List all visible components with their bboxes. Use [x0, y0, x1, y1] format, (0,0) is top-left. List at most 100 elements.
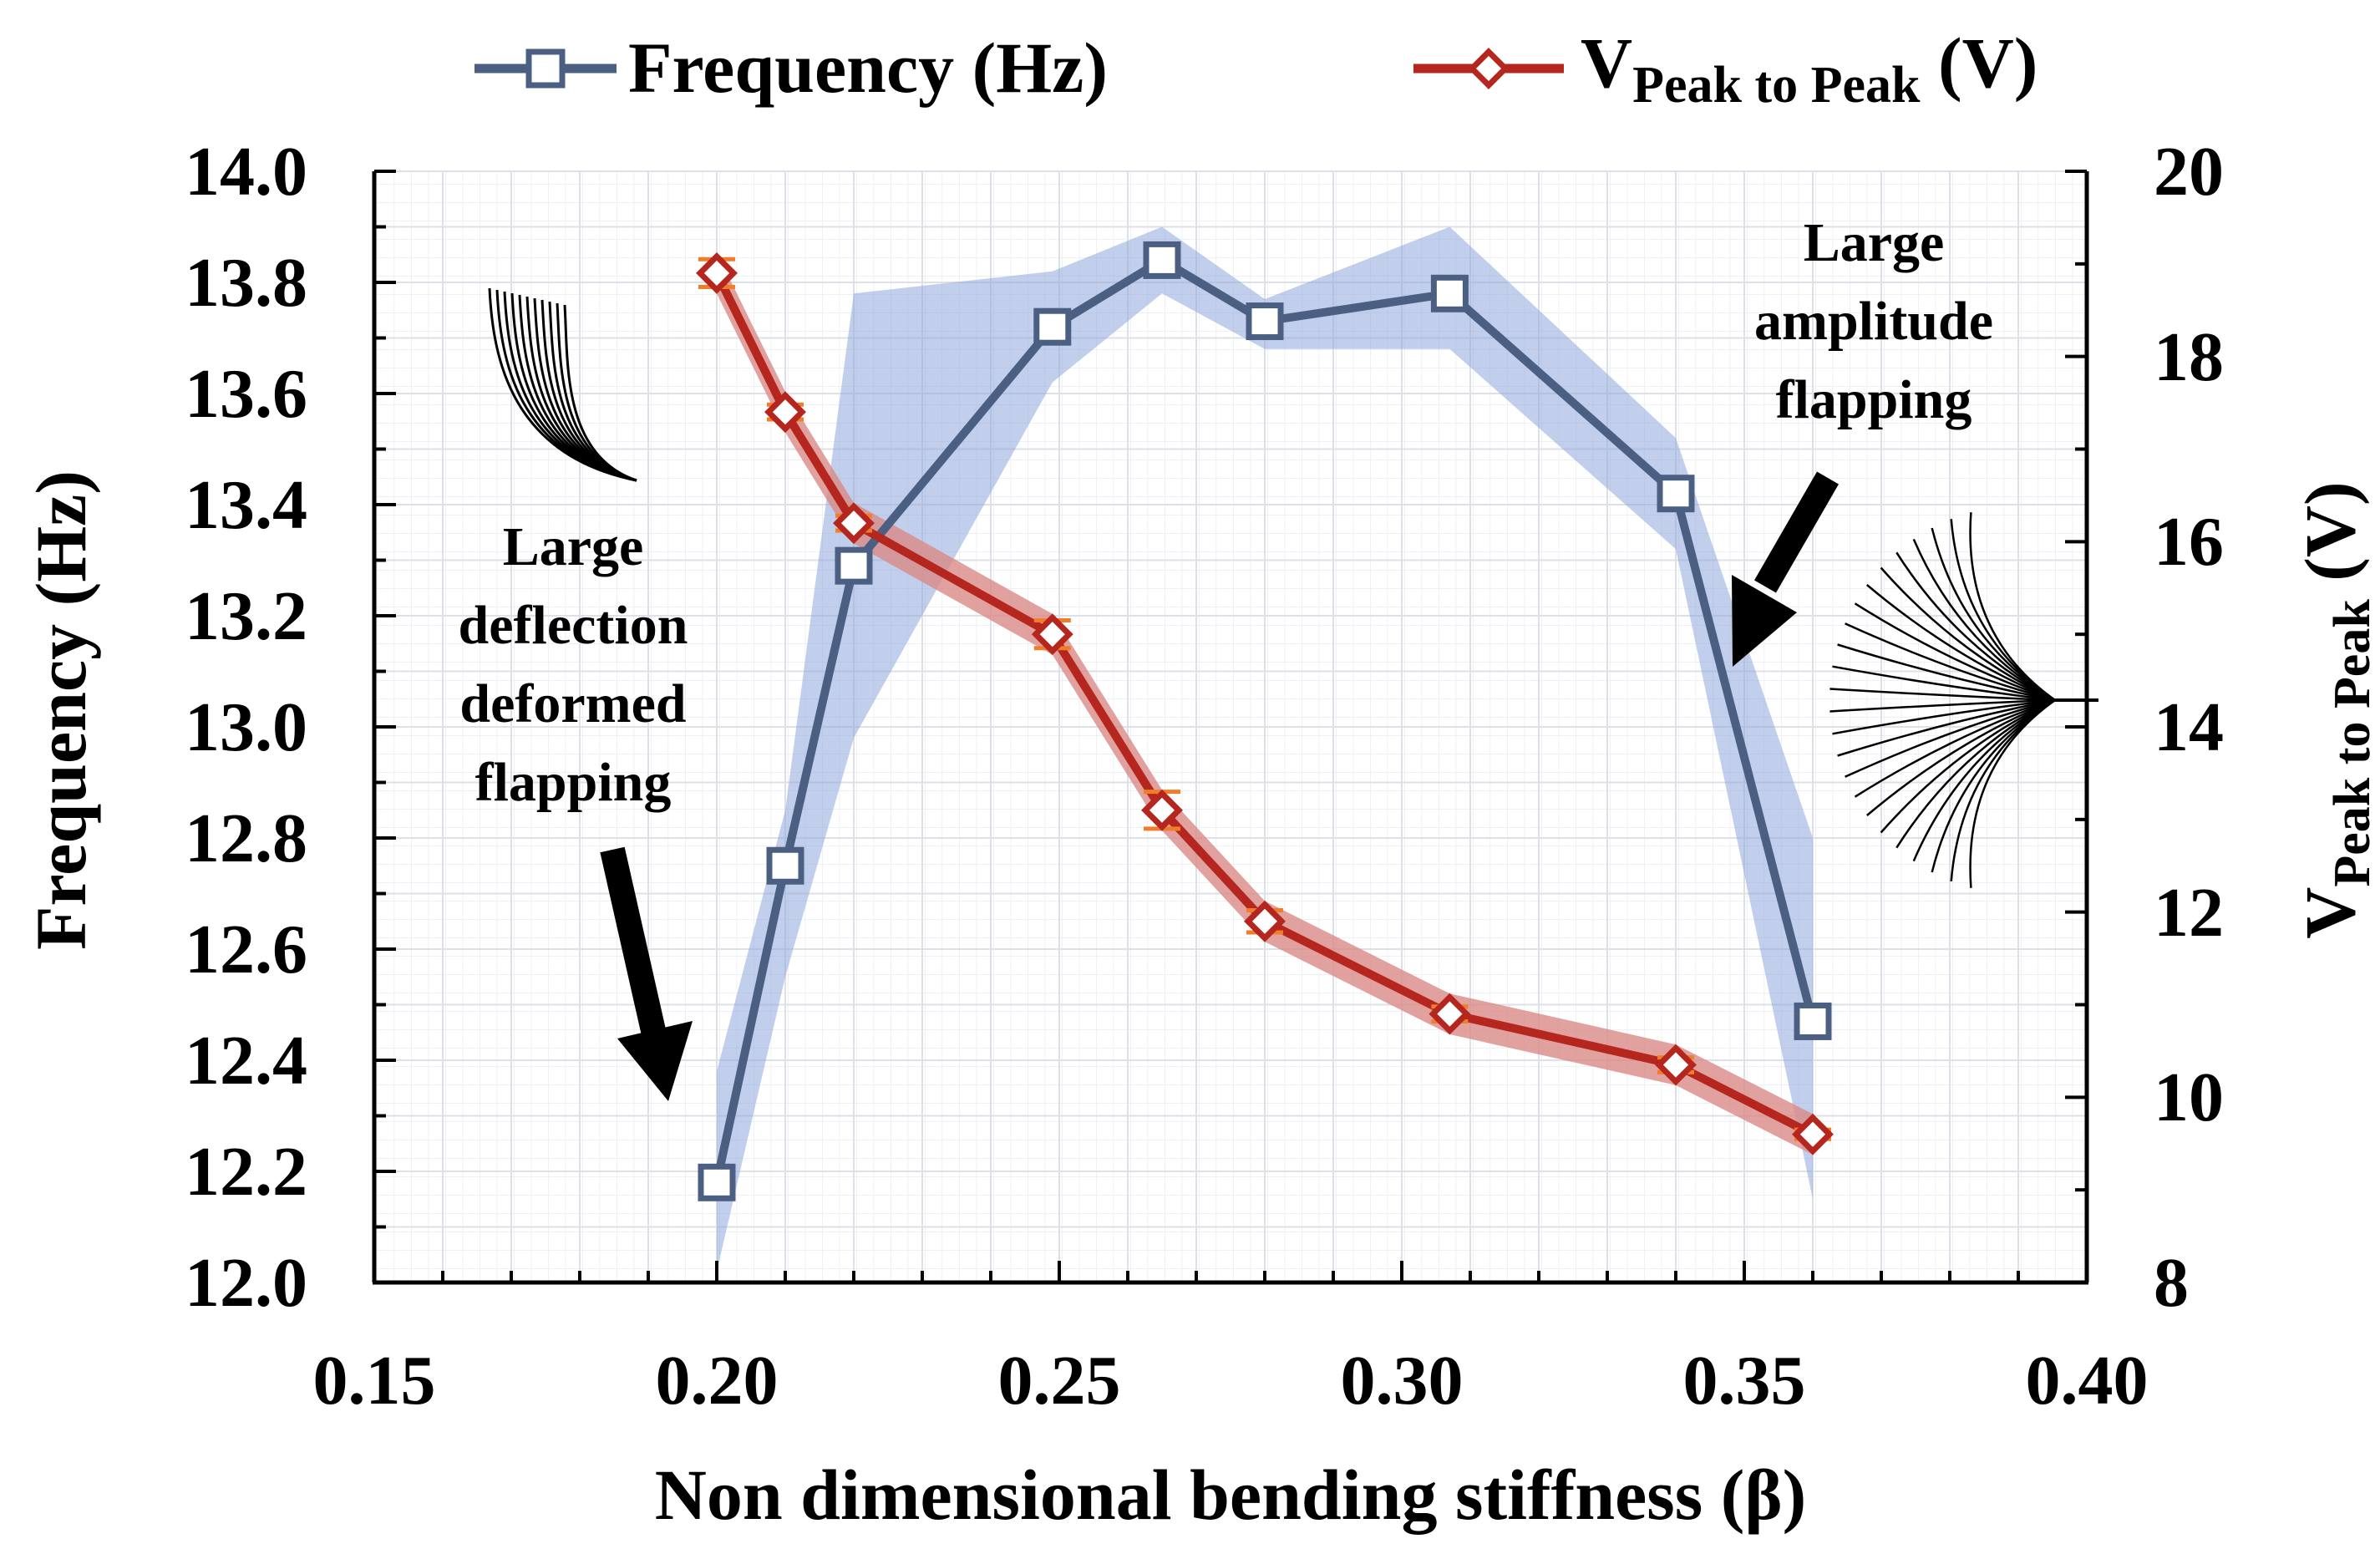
voltage-marker [764, 391, 806, 434]
flapping-strand [1829, 698, 2056, 713]
voltage-marker [1244, 900, 1286, 942]
y-right-axis-title: VPeak to Peak (V) [2290, 481, 2380, 938]
y-right-axis-title-unit: (V) [2290, 481, 2370, 599]
x-axis-title: Non dimensional bending stiffness (β) [655, 1455, 1807, 1535]
voltage-marker [696, 251, 738, 294]
x-tick-label: 0.35 [1683, 1342, 1806, 1419]
annotation-line: deflection [459, 595, 688, 656]
annotation-line: Large [1804, 212, 1945, 273]
voltage-marker [1031, 613, 1073, 656]
flapping-strand [1895, 698, 2056, 849]
flapping-strand [1931, 527, 2056, 702]
y-left-tick-labels: 12.0 12.2 12.4 12.6 12.8 13.0 13.2 13.4 … [185, 133, 307, 1322]
voltage-band [717, 252, 1813, 1155]
y-right-tick-label: 8 [2154, 1244, 2189, 1322]
y-left-tick-label: 12.0 [185, 1244, 307, 1322]
flapping-strand [1880, 566, 2056, 702]
legend-label-voltage-unit: (V) [1921, 23, 2038, 103]
voltage-markers [696, 251, 1834, 1155]
filament-strand [563, 304, 637, 482]
frequency-marker [766, 846, 804, 885]
y-left-tick-label: 12.2 [185, 1133, 307, 1211]
frequency-marker [835, 546, 873, 585]
annotation-line: deformed [459, 673, 686, 734]
frequency-band [717, 226, 1813, 1272]
y-left-tick-label: 12.4 [185, 1022, 307, 1100]
arrow-down-left-icon [1732, 471, 1839, 667]
deflection-filament-sketch [488, 287, 637, 482]
y-left-tick-label: 13.8 [185, 244, 307, 322]
x-tick-label: 0.15 [313, 1342, 436, 1419]
legend-label-voltage-main: V [1581, 23, 1632, 103]
legend-label-voltage: VPeak to Peak (V) [1581, 23, 2037, 114]
legend-square-marker [525, 48, 566, 89]
flapping-strand [1832, 698, 2056, 735]
x-tick-label: 0.20 [656, 1342, 779, 1419]
y-right-axis-title-sub: Peak to Peak [2324, 599, 2380, 887]
y-right-tick-label: 18 [2154, 318, 2224, 396]
y-right-tick-label: 20 [2154, 133, 2224, 211]
frequency-marker [1246, 302, 1284, 341]
y-left-tick-label: 13.2 [185, 577, 307, 655]
x-tick-label: 0.30 [1341, 1342, 1464, 1419]
flapping-strand [1832, 665, 2056, 702]
y-left-tick-label: 12.6 [185, 911, 307, 988]
x-tick-labels: 0.15 0.20 0.25 0.30 0.35 0.40 [313, 1342, 2149, 1419]
annotation-large-deflection: Large deflection deformed flapping [459, 516, 688, 813]
frequency-marker [1794, 1002, 1832, 1040]
legend-item-voltage: VPeak to Peak (V) [1413, 23, 2037, 114]
y-left-tick-label: 13.6 [185, 355, 307, 433]
legend: Frequency (Hz) VPeak to Peak (V) [474, 23, 2037, 114]
y-right-tick-label: 12 [2154, 874, 2224, 952]
flapping-strand [1829, 688, 2056, 702]
flapping-strand [1865, 698, 2056, 816]
flapping-strand [1880, 698, 2056, 834]
flapping-strand [1845, 622, 2056, 702]
flapping-strand [1950, 519, 2056, 702]
annotation-line: flapping [475, 752, 672, 813]
frequency-marker [698, 1163, 736, 1201]
x-tick-label: 0.25 [998, 1342, 1121, 1419]
frequency-marker [1657, 475, 1695, 513]
annotation-line: amplitude [1754, 291, 1993, 352]
voltage-marker [1429, 993, 1471, 1035]
y-left-axis-title: Frequency (Hz) [21, 470, 101, 950]
flapping-strand [1845, 698, 2056, 778]
y-right-axis-title-main: V [2290, 887, 2370, 939]
arrow-down-icon [600, 846, 693, 1101]
legend-diamond-marker [1468, 48, 1510, 89]
flapping-strand [1895, 551, 2056, 702]
y-right-tick-label: 14 [2154, 688, 2224, 766]
amplitude-flapping-sketch [1829, 512, 2098, 888]
annotation-large-amplitude: Large amplitude flapping [1754, 212, 1993, 430]
frequency-marker [1430, 274, 1469, 312]
flapping-strand [1912, 538, 2056, 702]
plot-area [373, 170, 2088, 1283]
flapping-strand [1854, 698, 2056, 798]
legend-label-frequency: Frequency (Hz) [628, 28, 1108, 108]
frequency-markers [698, 241, 1832, 1201]
flapping-strand [1969, 698, 2056, 888]
y-left-tick-label: 13.4 [185, 466, 307, 544]
voltage-marker [1141, 789, 1183, 831]
x-tick-label: 0.40 [2026, 1342, 2149, 1419]
annotation-line: flapping [1776, 369, 1972, 430]
voltage-marker [1792, 1113, 1834, 1155]
flapping-strand [1837, 698, 2056, 757]
y-right-tick-labels: 8 10 12 14 16 18 20 [2154, 133, 2224, 1322]
y-left-tick-label: 13.0 [185, 688, 307, 766]
y-right-tick-label: 10 [2154, 1059, 2224, 1136]
annotation-line: Large [503, 516, 644, 577]
y-right-tick-label: 16 [2154, 503, 2224, 581]
flapping-strand [1837, 643, 2056, 702]
frequency-marker [1143, 241, 1181, 279]
y-left-tick-label: 14.0 [185, 133, 307, 211]
frequency-marker [1033, 307, 1072, 346]
legend-label-voltage-sub: Peak to Peak [1632, 57, 1921, 114]
y-left-tick-label: 12.8 [185, 800, 307, 877]
voltage-marker [1655, 1044, 1697, 1086]
axis-ticks [373, 170, 2088, 1284]
flapping-strand [1865, 584, 2056, 702]
flapping-strand [1912, 698, 2056, 862]
